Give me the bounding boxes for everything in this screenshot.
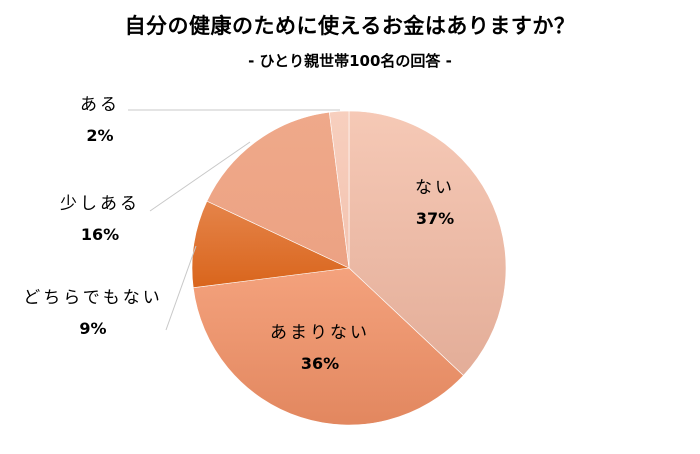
slice-nai xyxy=(348,110,507,376)
slice-label-dochiramo: どちらでもない 9% xyxy=(23,288,163,338)
slice-aru xyxy=(328,110,350,269)
slice-amarinai xyxy=(192,267,464,426)
leader-line-dochiramo xyxy=(165,245,197,331)
slice-label-sukoshi-aru: 少しある 16% xyxy=(60,194,140,244)
slice-label-nai: ない 37% xyxy=(415,178,455,228)
slice-dochiramo xyxy=(191,200,351,289)
slice-sukoshi-aru xyxy=(206,111,350,269)
leader-line-sukoshi-aru xyxy=(149,141,251,212)
chart-subtitle: - ひとり親世帯100名の回答 - xyxy=(248,52,452,70)
slice-label-amarinai: あまりない 36% xyxy=(270,323,370,373)
slice-label-aru: ある 2% xyxy=(80,95,120,145)
chart-title: 自分の健康のために使えるお金はありますか？ xyxy=(124,14,576,38)
